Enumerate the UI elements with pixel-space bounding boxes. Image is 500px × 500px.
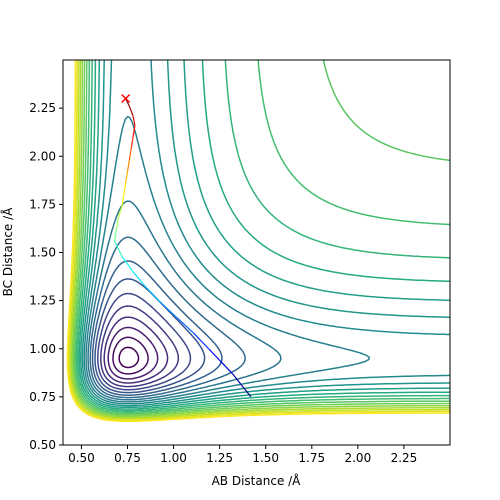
- y-tick-label: 1.00: [29, 342, 56, 356]
- trajectory-segment: [130, 136, 134, 149]
- trajectory-segment: [128, 148, 132, 161]
- y-tick-label: 0.75: [29, 390, 56, 404]
- trajectory-segment: [241, 384, 252, 398]
- x-tick-label: 0.50: [68, 451, 95, 465]
- y-tick-label: 1.75: [29, 197, 56, 211]
- contour-level: [71, 60, 450, 418]
- y-tick-label: 0.50: [29, 438, 56, 452]
- contour-level: [103, 316, 169, 384]
- trajectory-segment: [115, 217, 119, 230]
- start-marker-stroke: [121, 93, 131, 104]
- x-tick-label: 2.00: [344, 451, 371, 465]
- trajectory-segment: [145, 286, 162, 303]
- y-tick-label: 1.50: [29, 246, 56, 260]
- contour-level: [85, 115, 370, 403]
- contour-level: [70, 60, 450, 419]
- x-tick-label: 1.25: [206, 451, 233, 465]
- contour-level: [78, 60, 450, 410]
- contour-level: [91, 260, 223, 396]
- trajectory-segment: [114, 240, 123, 257]
- trajectory-segment: [121, 194, 125, 207]
- trajectory-segment: [232, 373, 243, 386]
- contour-level: [97, 292, 192, 391]
- start-marker: [121, 93, 131, 104]
- trajectory-path: [114, 98, 252, 398]
- y-axis-label: BC Distance /Å: [0, 207, 15, 297]
- x-tick-label: 0.75: [114, 451, 141, 465]
- trajectory-segment: [176, 317, 195, 334]
- trajectory-segment: [132, 271, 147, 288]
- contour-level: [68, 60, 450, 420]
- contour-level: [76, 60, 450, 412]
- y-tick-label: 2.00: [29, 149, 56, 163]
- trajectory-segment: [221, 361, 233, 375]
- trajectory-segment: [132, 115, 136, 126]
- contour-level: [67, 60, 450, 421]
- trajectory-segment: [117, 206, 123, 219]
- x-axis-label: AB Distance /Å: [212, 473, 302, 488]
- y-tick-label: 1.25: [29, 294, 56, 308]
- trajectory-segment: [208, 348, 222, 363]
- contour-level: [94, 278, 206, 394]
- contour-level: [81, 60, 450, 407]
- trajectory-segment: [114, 229, 118, 242]
- contour-level: [74, 60, 450, 415]
- trajectory-segment: [193, 332, 210, 350]
- x-tick-label: 1.00: [160, 451, 187, 465]
- x-axis-ticks: 0.50 0.75 1.00 1.25 1.50 1.75 2.00 2.25: [68, 445, 417, 465]
- trajectory-segment: [126, 160, 130, 172]
- contour-level: [89, 236, 246, 399]
- trajectory-segment: [128, 105, 134, 117]
- x-tick-label: 2.25: [391, 451, 418, 465]
- contour-lines: [66, 60, 450, 423]
- contour-level: [100, 305, 180, 388]
- y-tick-label: 2.25: [29, 101, 56, 115]
- contour-level: [72, 60, 450, 416]
- contour-level: [83, 60, 450, 405]
- trajectory-segment: [123, 183, 127, 195]
- x-tick-label: 1.75: [298, 451, 325, 465]
- x-tick-label: 1.50: [252, 451, 279, 465]
- contour-level: [66, 60, 450, 423]
- trajectory-segment: [125, 171, 129, 184]
- contour-level: [112, 336, 149, 375]
- contour-level: [75, 60, 450, 413]
- contour-level: [118, 346, 140, 369]
- contour-level: [80, 60, 450, 409]
- contour-level: [107, 326, 159, 380]
- trajectory-segment: [121, 256, 134, 273]
- trajectory-segment: [160, 302, 178, 319]
- contour-level: [87, 200, 282, 401]
- y-axis-ticks: 0.50 0.75 1.00 1.25 1.50 1.75 2.00 2.25: [29, 101, 63, 452]
- trajectory-segment: [132, 125, 136, 138]
